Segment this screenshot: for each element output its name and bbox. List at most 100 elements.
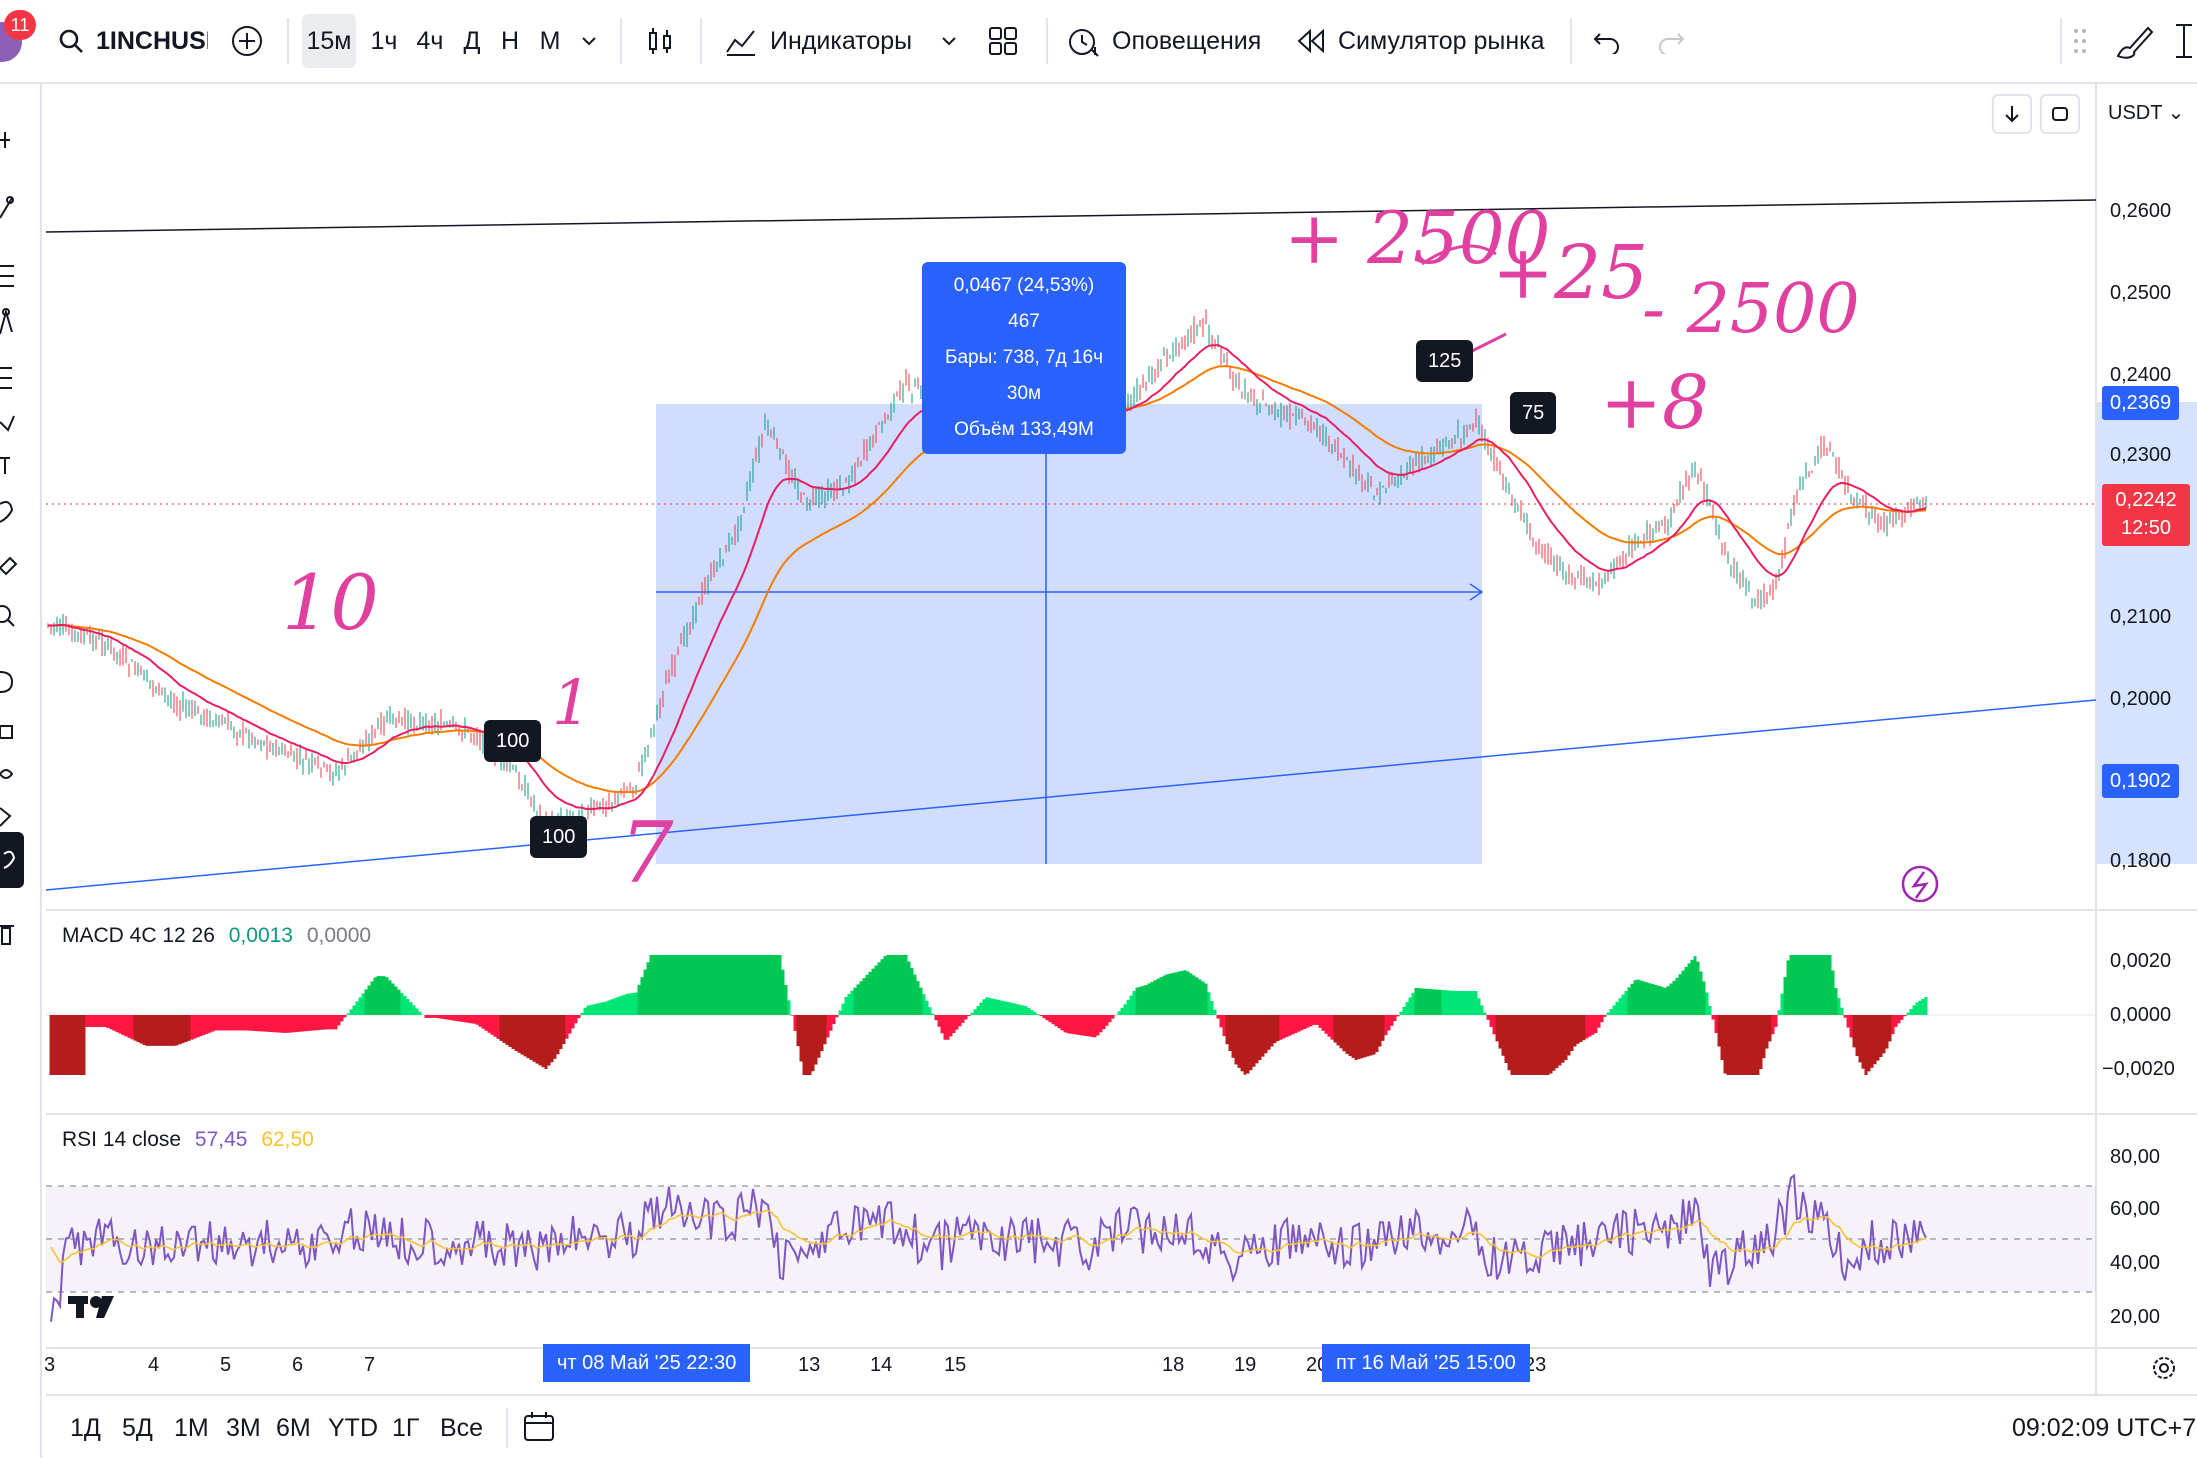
range-1m[interactable]: 1М [174, 1414, 209, 1443]
goto-date-button[interactable] [522, 1410, 558, 1449]
timeframe-dropdown[interactable] [578, 0, 600, 82]
macd-bar [500, 1015, 503, 1041]
drawing-button[interactable] [2114, 0, 2154, 82]
macd-bar [1151, 982, 1154, 1015]
macd-bar [1832, 970, 1835, 1015]
timeframe-week[interactable]: Н [494, 14, 526, 68]
chart-area[interactable]: USDT ⌄ 0,2600 0,2500 0,2400 0,2300 0,210… [46, 84, 2197, 1394]
zoom-icon[interactable] [0, 596, 30, 636]
symbol-search[interactable]: 1INCHUSI [58, 0, 208, 82]
macd-bar [1241, 1015, 1244, 1071]
heart-icon[interactable] [0, 490, 30, 530]
macd-bar [587, 1006, 590, 1015]
macd-bar [335, 1015, 338, 1029]
macd-bar [1361, 1015, 1364, 1058]
crosshair-icon[interactable] [0, 120, 30, 160]
macd-bar [1388, 1015, 1391, 1031]
ruler-icon[interactable] [0, 546, 30, 586]
macd-bar [761, 955, 764, 1015]
text-tool-icon[interactable] [0, 444, 30, 484]
macd-bar [1661, 987, 1664, 1015]
magnet-icon[interactable] [0, 662, 30, 702]
alerts-button[interactable]: Оповещения [1066, 0, 1261, 82]
trash-icon[interactable] [0, 914, 30, 954]
macd-bar [638, 985, 641, 1015]
timeframe-1h[interactable]: 1ч [364, 14, 404, 68]
macd-bar [1526, 1015, 1529, 1075]
clock-timezone[interactable]: 09:02:09 UTC+7 [2012, 1414, 2196, 1443]
macd-bar [968, 1015, 971, 1016]
price-note-label[interactable]: 100 [484, 720, 541, 762]
drag-handle[interactable] [2072, 0, 2088, 82]
trend-line-icon[interactable] [0, 188, 30, 228]
top-toolbar: 11 1INCHUSI 15м 1ч 4ч Д Н М Индикаторы О… [0, 0, 2197, 84]
bar-countdown: 12:50 [2102, 514, 2190, 542]
timeframe-4h[interactable]: 4ч [410, 14, 450, 68]
toolbar-divider [2060, 18, 2062, 64]
macd-bar [1349, 1015, 1352, 1056]
fullscreen-button[interactable] [2172, 0, 2196, 82]
settings-button[interactable] [2150, 1354, 2178, 1387]
range-3m[interactable]: 3М [226, 1414, 261, 1443]
timeframe-15m[interactable]: 15м [302, 14, 356, 68]
lightning-icon[interactable] [1903, 867, 1937, 901]
lock-icon[interactable] [0, 708, 30, 748]
chart-type-button[interactable] [644, 0, 676, 82]
layouts-button[interactable] [988, 0, 1018, 82]
macd-bar [452, 1015, 455, 1020]
reset-scale-button[interactable] [2040, 94, 2080, 134]
undo-icon [1592, 28, 1622, 54]
currency-selector[interactable]: USDT ⌄ [2108, 100, 2184, 125]
macd-bar [1454, 991, 1457, 1015]
range-ytd[interactable]: YTD [328, 1414, 378, 1443]
fib-icon[interactable] [0, 256, 30, 296]
macd-bar [1400, 1012, 1403, 1015]
macd-bar [908, 962, 911, 1015]
timeframe-day[interactable]: Д [456, 14, 488, 68]
macd-bar [161, 1015, 164, 1046]
indicators-dropdown[interactable] [938, 0, 960, 82]
macd-bar [989, 998, 992, 1015]
macd-bar [1304, 1015, 1307, 1029]
macd-bar [1736, 1015, 1739, 1075]
settings-icon[interactable] [0, 796, 30, 836]
brush-tool-icon[interactable] [0, 402, 30, 442]
active-tool-highlight[interactable] [0, 832, 24, 888]
timeframe-month[interactable]: М [532, 14, 568, 68]
macd-bar [1364, 1015, 1367, 1057]
indicators-button[interactable]: Индикаторы [724, 0, 912, 82]
macd-bar [842, 1004, 845, 1015]
prediction-icon[interactable] [0, 356, 30, 396]
macd-bar [1811, 955, 1814, 1015]
scroll-to-latest-button[interactable] [1992, 94, 2032, 134]
macd-bar [1892, 1015, 1895, 1034]
bottom-toolbar: 1Д 5Д 1М 3М 6М YTD 1Г Все 09:02:09 UTC+7 [46, 1394, 2197, 1460]
macd-bar [278, 1015, 281, 1033]
macd-bar [812, 1015, 815, 1071]
range-6m[interactable]: 6М [276, 1414, 311, 1443]
macd-bar [1451, 991, 1454, 1015]
macd-legend[interactable]: MACD 4C 12 26 0,0013 0,0000 [62, 924, 371, 948]
macd-bar [929, 1007, 932, 1015]
macd-bar [1652, 984, 1655, 1015]
macd-bar [920, 988, 923, 1015]
macd-bar [1226, 1015, 1229, 1044]
range-1d[interactable]: 1Д [70, 1414, 101, 1443]
redo-button[interactable] [1656, 0, 1686, 82]
undo-button[interactable] [1592, 0, 1622, 82]
macd-bar [1358, 1015, 1361, 1059]
price-note-label[interactable]: 125 [1416, 340, 1473, 382]
replay-button[interactable]: Симулятор рынка [1296, 0, 1545, 82]
range-5d[interactable]: 5Д [122, 1414, 153, 1443]
rsi-legend[interactable]: RSI 14 close 57,45 62,50 [62, 1128, 314, 1152]
compare-button[interactable] [230, 0, 264, 82]
price-note-label[interactable]: 75 [1510, 392, 1556, 434]
macd-bar [1037, 1014, 1040, 1015]
price-note-label[interactable]: 100 [530, 816, 587, 858]
resistance-trendline[interactable] [46, 200, 2096, 232]
range-1y[interactable]: 1Г [392, 1414, 419, 1443]
eye-icon[interactable] [0, 754, 30, 794]
pattern-icon[interactable] [0, 304, 30, 344]
macd-bar [341, 1015, 344, 1021]
range-all[interactable]: Все [440, 1414, 483, 1443]
